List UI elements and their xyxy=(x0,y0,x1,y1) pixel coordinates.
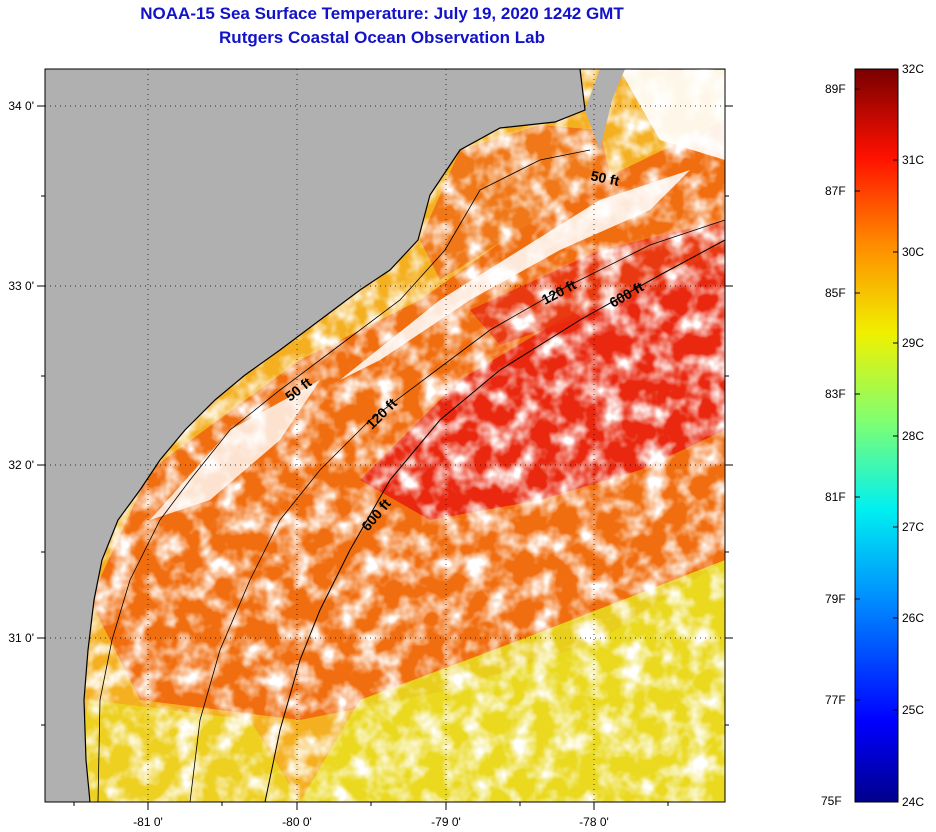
cb-f-label: 85F xyxy=(825,286,846,300)
map-field xyxy=(45,69,725,802)
title-line-2: Rutgers Coastal Ocean Observation Lab xyxy=(219,28,545,47)
cb-f-label: 79F xyxy=(825,592,846,606)
cb-f-label: 77F xyxy=(825,693,846,707)
cb-c-label: 30C xyxy=(902,245,925,259)
cb-f-label: 81F xyxy=(825,490,846,504)
cloud-band-coast xyxy=(150,380,320,520)
cb-c-label: 26C xyxy=(902,611,925,625)
lat-tick-label: 33 0' xyxy=(8,279,34,293)
cb-c-label: 32C xyxy=(902,62,925,76)
colorbar xyxy=(854,68,899,803)
cb-c-label: 25C xyxy=(902,703,925,717)
lat-tick-label: 34 0' xyxy=(8,99,34,113)
title-line-1: NOAA-15 Sea Surface Temperature: July 19… xyxy=(140,4,624,23)
map-grid xyxy=(45,69,725,802)
cb-f-label: 83F xyxy=(825,387,846,401)
lat-tick-label: 32 0' xyxy=(8,458,34,472)
lon-tick-label: -78 0' xyxy=(579,815,609,829)
cb-c-label: 28C xyxy=(902,429,925,443)
map-frame xyxy=(44,68,726,803)
lon-tick-label: -80 0' xyxy=(282,815,312,829)
land-ne xyxy=(585,69,625,150)
cb-c-label: 29C xyxy=(902,336,925,350)
cb-c-label: 27C xyxy=(902,520,925,534)
coastline xyxy=(83,69,586,802)
axis-ticks xyxy=(37,105,733,810)
lon-tick-label: -79 0' xyxy=(431,815,461,829)
colorbar-ticks xyxy=(855,88,898,711)
cb-c-label: 31C xyxy=(902,153,925,167)
contour-50ft xyxy=(97,149,591,802)
cloud-band-north xyxy=(340,170,690,380)
label-50ft-north: 50 ft xyxy=(589,167,621,189)
cb-f-label: 89F xyxy=(825,82,846,96)
lon-tick-label: -81 0' xyxy=(133,815,163,829)
contour-600ft xyxy=(264,239,725,802)
cloud-ne xyxy=(620,70,725,160)
land-mass xyxy=(45,69,585,802)
lat-tick-label: 31 0' xyxy=(8,631,34,645)
cb-f-label: 87F xyxy=(825,184,846,198)
contour-120ft xyxy=(189,219,725,802)
cb-c-label: 24C xyxy=(902,795,925,809)
cb-f-label: 75F xyxy=(821,794,842,808)
